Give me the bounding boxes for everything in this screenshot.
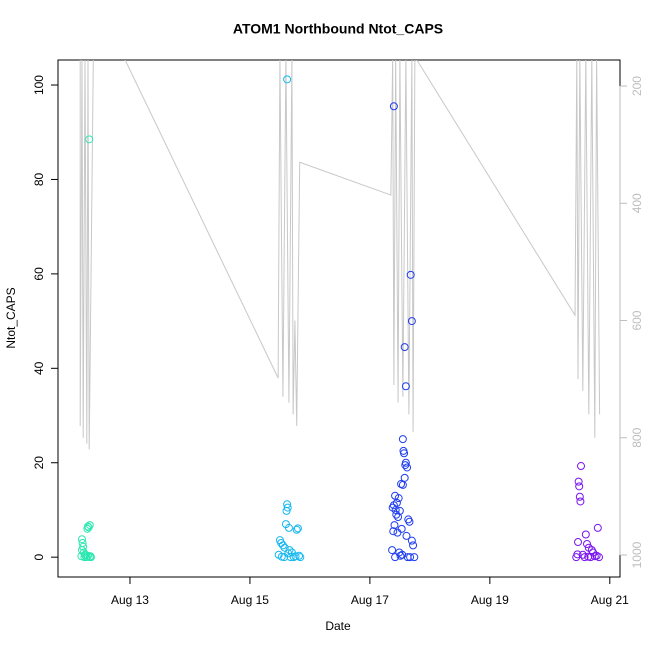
point [402, 531, 411, 540]
y-tick-label: 80 [32, 172, 46, 186]
plot-area [77, 60, 604, 562]
point [86, 553, 95, 562]
point [406, 270, 415, 279]
point [401, 382, 410, 391]
point [583, 539, 592, 548]
point [295, 551, 304, 560]
point [574, 538, 583, 547]
point [282, 506, 291, 515]
point [577, 462, 586, 471]
x-tick-label: Aug 15 [231, 593, 269, 607]
point [86, 552, 95, 561]
point [580, 553, 589, 562]
point [82, 552, 91, 561]
x-tick-label: Aug 13 [111, 593, 149, 607]
point [291, 552, 300, 561]
point [389, 527, 398, 536]
point [397, 524, 406, 533]
point [398, 550, 407, 559]
point [392, 510, 401, 519]
point [284, 523, 293, 532]
x-axis-label: Date [325, 619, 351, 633]
point [595, 553, 604, 562]
point [396, 551, 405, 560]
point [398, 480, 407, 489]
point [405, 517, 414, 526]
y2-tick-label: 400 [630, 193, 644, 213]
point [406, 553, 415, 562]
point [393, 528, 402, 537]
point [575, 492, 584, 501]
point [81, 551, 90, 560]
point [296, 553, 305, 562]
point [394, 494, 403, 503]
point [584, 552, 593, 561]
point [593, 523, 602, 532]
point [397, 479, 406, 488]
point [283, 503, 292, 512]
point [283, 75, 292, 84]
point [576, 497, 585, 506]
point [388, 546, 397, 555]
point [592, 551, 601, 560]
point [407, 536, 416, 545]
point [403, 463, 412, 472]
point [401, 461, 410, 470]
y-tick-label: 40 [32, 361, 46, 375]
plot-box [57, 59, 621, 578]
point [573, 550, 582, 559]
point [389, 102, 398, 111]
point [77, 535, 86, 544]
point [391, 553, 400, 562]
y-tick-label: 60 [32, 267, 46, 281]
point [292, 525, 301, 534]
point [410, 553, 419, 562]
point [85, 135, 94, 144]
x-tick-label: Aug 17 [351, 593, 389, 607]
point [581, 530, 590, 539]
y-tick-label: 0 [32, 554, 46, 561]
y2-tick-label: 800 [630, 427, 644, 447]
line-series [79, 60, 601, 450]
point [394, 513, 403, 522]
point [575, 482, 584, 491]
chart-title: ATOM1 Northbound Ntot_CAPS [233, 21, 443, 37]
y2-tick-label: 600 [630, 310, 644, 330]
point [574, 477, 583, 486]
x-tick-label: Aug 21 [591, 593, 629, 607]
y2-tick-label: 200 [630, 76, 644, 96]
point [400, 343, 409, 352]
point [407, 317, 416, 326]
point [79, 542, 88, 551]
x-tick-label: Aug 19 [471, 593, 509, 607]
point [293, 524, 302, 533]
point [409, 541, 418, 550]
point [400, 449, 409, 458]
y2-tick-label: 1000 [630, 541, 644, 568]
y-tick-label: 100 [32, 75, 46, 95]
point [277, 552, 286, 561]
point [280, 543, 289, 552]
point [284, 549, 293, 558]
point [278, 541, 287, 550]
point [398, 435, 407, 444]
point [83, 524, 92, 533]
point [390, 521, 399, 530]
y-axis-label: Ntot_CAPS [4, 287, 18, 348]
point [400, 473, 409, 482]
point [391, 505, 400, 514]
y-tick-label: 20 [32, 456, 46, 470]
